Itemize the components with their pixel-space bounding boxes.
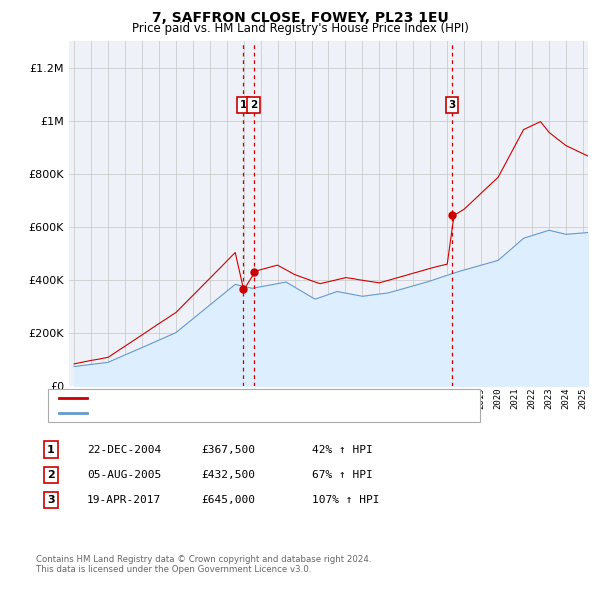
Text: 3: 3	[449, 100, 456, 110]
Text: 3: 3	[47, 496, 55, 505]
Text: Contains HM Land Registry data © Crown copyright and database right 2024.: Contains HM Land Registry data © Crown c…	[36, 555, 371, 563]
Text: 67% ↑ HPI: 67% ↑ HPI	[312, 470, 373, 480]
Text: 107% ↑ HPI: 107% ↑ HPI	[312, 496, 380, 505]
Text: 7, SAFFRON CLOSE, FOWEY, PL23 1EU (detached house): 7, SAFFRON CLOSE, FOWEY, PL23 1EU (detac…	[93, 393, 374, 403]
Text: 19-APR-2017: 19-APR-2017	[87, 496, 161, 505]
Text: 1: 1	[47, 445, 55, 454]
Text: This data is licensed under the Open Government Licence v3.0.: This data is licensed under the Open Gov…	[36, 565, 311, 574]
Text: £645,000: £645,000	[201, 496, 255, 505]
Text: £367,500: £367,500	[201, 445, 255, 454]
Text: HPI: Average price, detached house, Cornwall: HPI: Average price, detached house, Corn…	[93, 408, 320, 418]
Text: 05-AUG-2005: 05-AUG-2005	[87, 470, 161, 480]
Text: 2: 2	[47, 470, 55, 480]
Text: 42% ↑ HPI: 42% ↑ HPI	[312, 445, 373, 454]
Text: 22-DEC-2004: 22-DEC-2004	[87, 445, 161, 454]
Text: 7, SAFFRON CLOSE, FOWEY, PL23 1EU: 7, SAFFRON CLOSE, FOWEY, PL23 1EU	[152, 11, 448, 25]
Text: 2: 2	[250, 100, 257, 110]
Text: £432,500: £432,500	[201, 470, 255, 480]
Text: Price paid vs. HM Land Registry's House Price Index (HPI): Price paid vs. HM Land Registry's House …	[131, 22, 469, 35]
Text: 1: 1	[239, 100, 247, 110]
